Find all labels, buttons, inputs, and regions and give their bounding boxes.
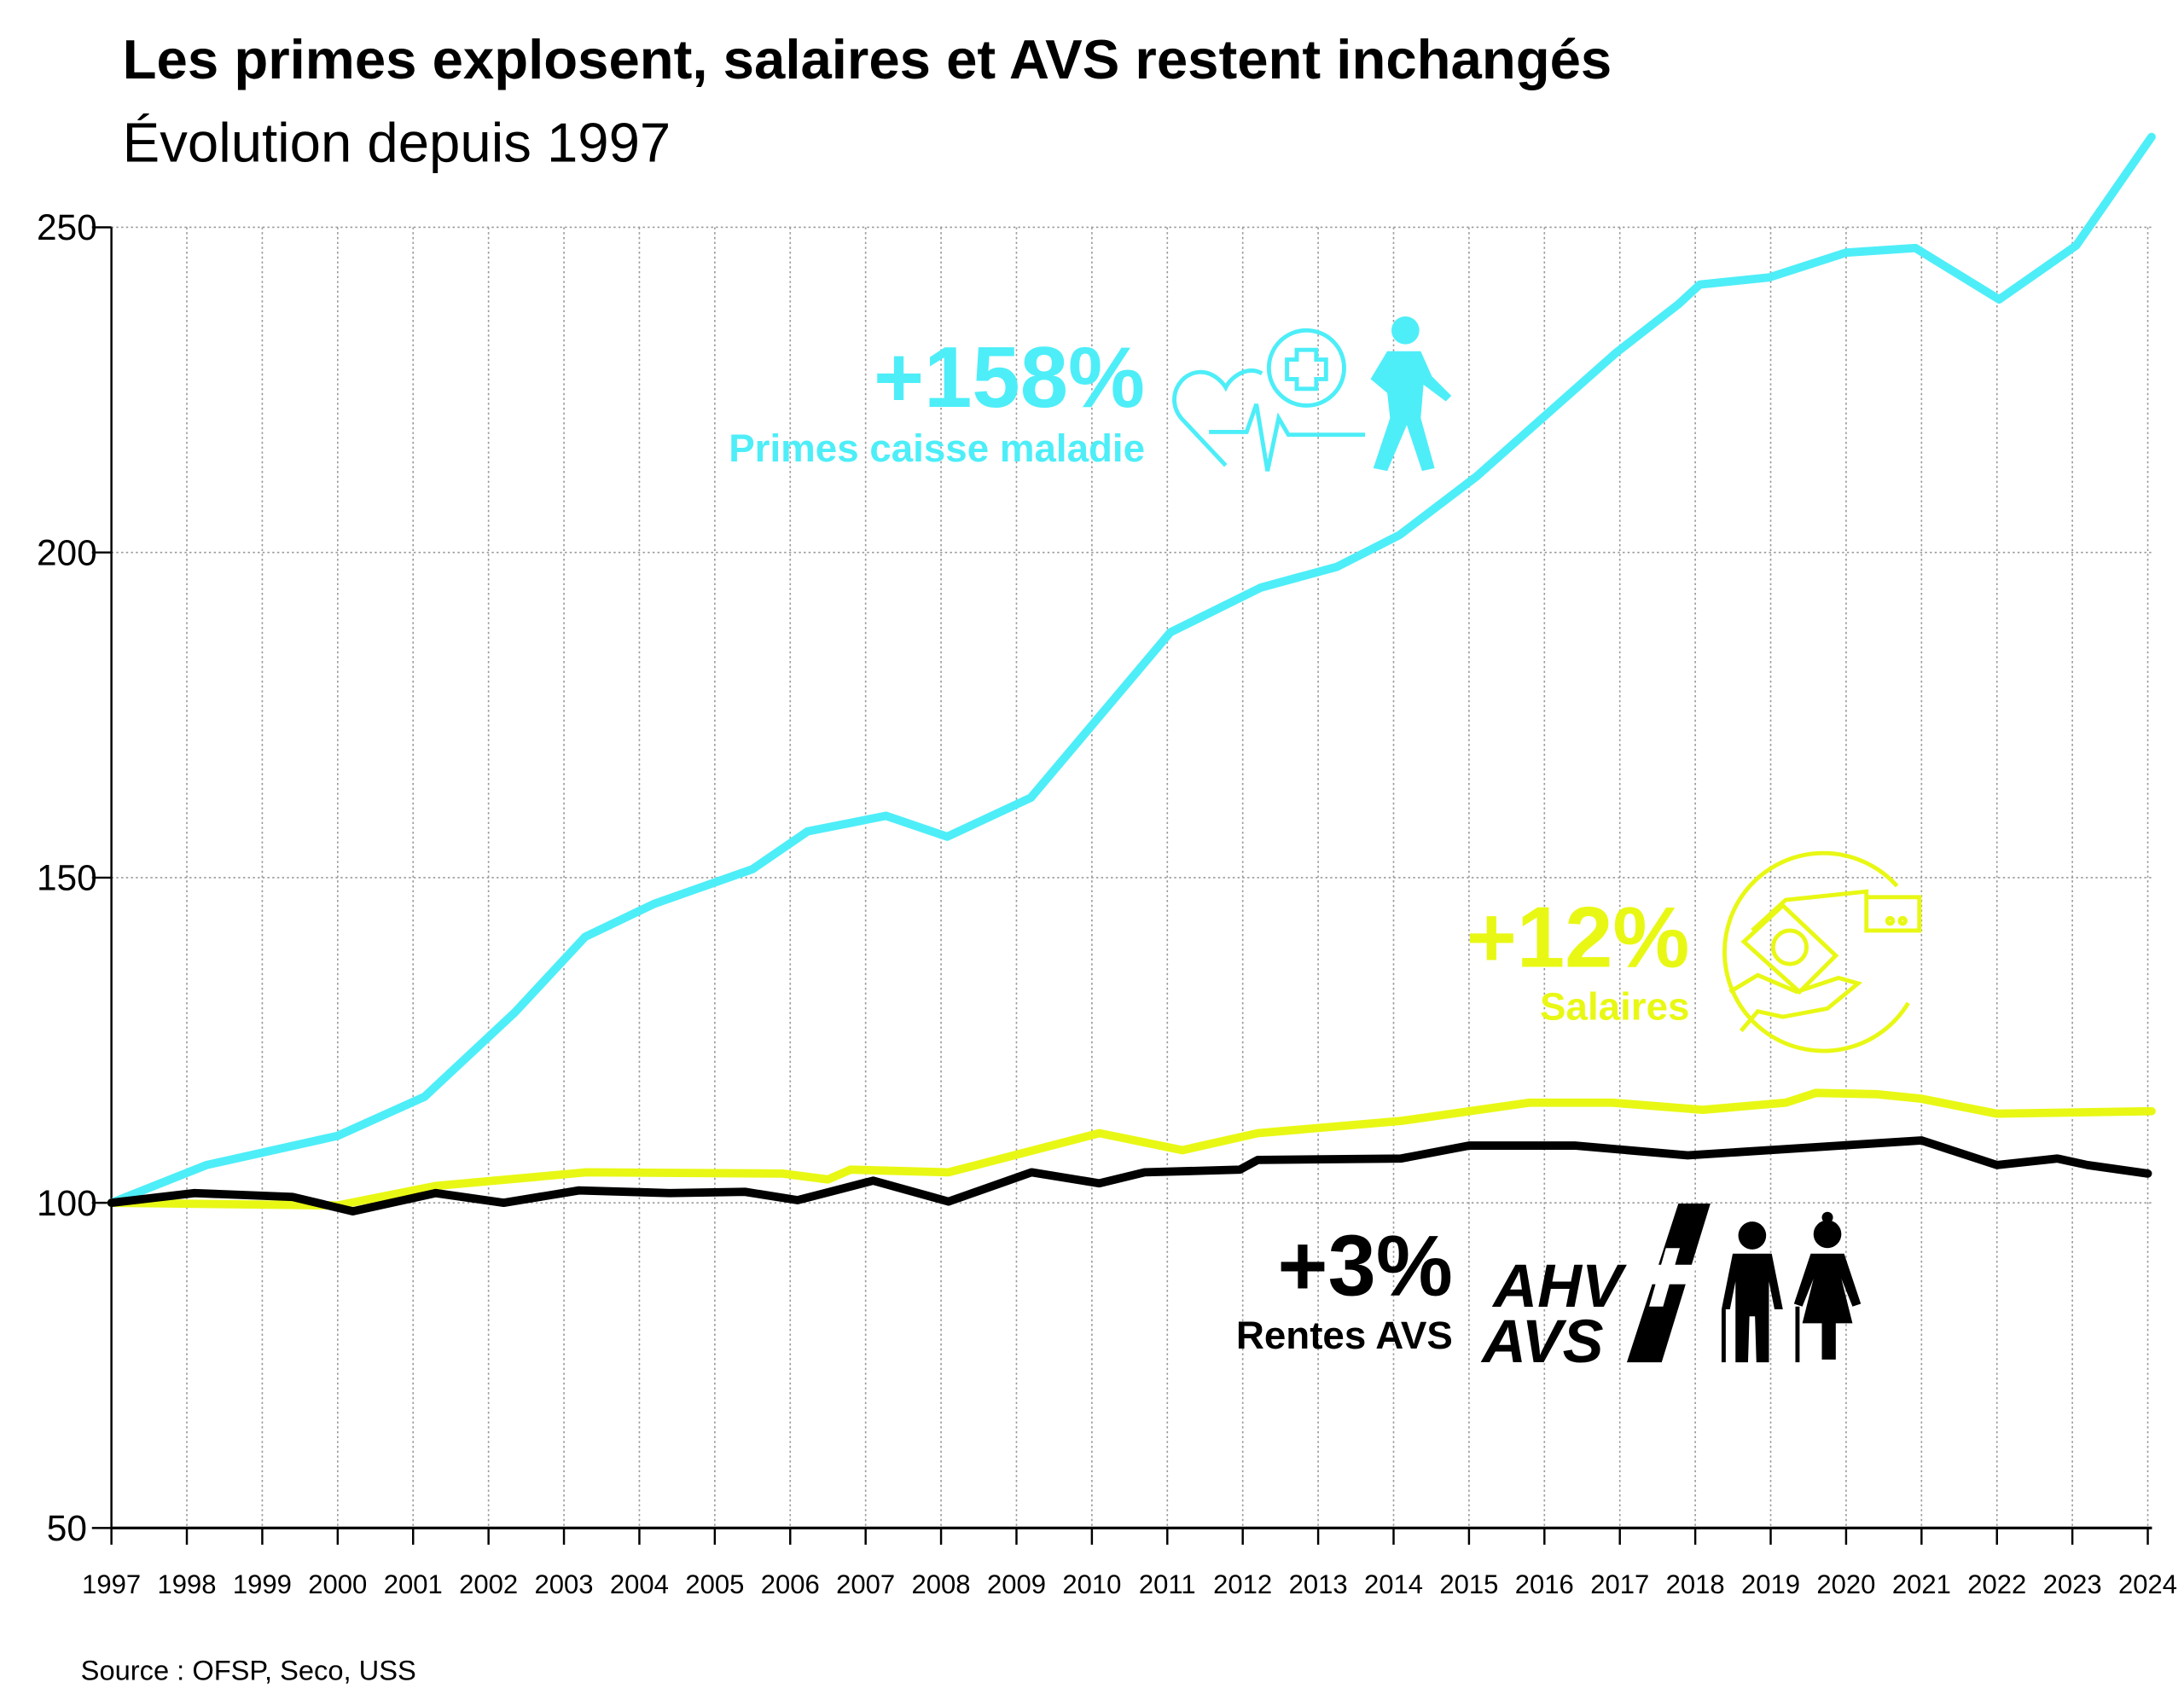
series-line-salaires <box>107 1088 2156 1210</box>
logo-text-avs: AVS <box>1480 1308 1603 1376</box>
y-tick-label: 150 <box>37 858 97 898</box>
source-note: Source : OFSP, Seco, USS <box>81 1654 416 1685</box>
y-tick-label: 100 <box>37 1183 97 1223</box>
x-tick-label: 2008 <box>912 1569 971 1599</box>
salary-hands-icon <box>1722 850 1922 1053</box>
x-tick-label: 2016 <box>1515 1569 1574 1599</box>
x-tick-label: 2010 <box>1062 1569 1121 1599</box>
x-tick-label: 2011 <box>1139 1569 1196 1599</box>
x-tick-label: 2006 <box>761 1569 820 1599</box>
grid <box>111 226 2152 1529</box>
x-tick-label: 2003 <box>535 1569 594 1599</box>
x-tick-label: 2017 <box>1590 1569 1649 1599</box>
x-tick-label: 1998 <box>158 1569 217 1599</box>
elderly-man-icon <box>1721 1221 1783 1363</box>
x-tick-label: 2000 <box>308 1569 367 1599</box>
x-tick-label: 2009 <box>987 1569 1046 1599</box>
chart-title: Les primes explosent, salaires et AVS re… <box>123 28 1612 90</box>
salaires-label: Salaires <box>1540 984 1689 1028</box>
x-tick-label: 2013 <box>1289 1569 1348 1599</box>
avs-label: Rentes AVS <box>1236 1314 1453 1357</box>
heart-health-icon <box>1172 328 1365 472</box>
x-tick-label: 2024 <box>2118 1569 2177 1599</box>
series-lines <box>107 132 2156 1215</box>
y-tick-label: 200 <box>37 532 97 572</box>
salaires-change: +12% <box>1467 889 1690 985</box>
y-tick-label: 250 <box>37 207 97 247</box>
annotation-avs: +3% Rentes AVS AHV AVS <box>1236 1203 1862 1376</box>
primes-label: Primes caisse maladie <box>729 426 1145 470</box>
injured-person-icon <box>1370 316 1452 472</box>
x-tick-label: 2005 <box>685 1569 744 1599</box>
x-tick-label: 2015 <box>1439 1569 1498 1599</box>
x-tick-label: 2004 <box>610 1569 669 1599</box>
primes-change: +158% <box>874 329 1145 426</box>
axes: 50 100 150 200 250 1997 1998 1999 2000 2001 2002 20… <box>37 207 2177 1599</box>
logo-text-ahv: AHV <box>1491 1252 1627 1320</box>
series-line-primes-caisse-maladie <box>107 132 2156 1208</box>
ahv-avs-logo: AHV AVS <box>1480 1203 1711 1376</box>
x-tick-label: 2012 <box>1213 1569 1272 1599</box>
x-tick-label: 2020 <box>1816 1569 1875 1599</box>
x-tick-label: 2002 <box>459 1569 518 1599</box>
annotation-salaires: +12% Salaires <box>1467 850 1922 1053</box>
x-tick-label: 2014 <box>1364 1569 1423 1599</box>
elderly-woman-icon <box>1793 1211 1862 1363</box>
x-tick-label: 1997 <box>82 1569 141 1599</box>
x-tick-label: 2019 <box>1741 1569 1800 1599</box>
x-tick-label: 2001 <box>384 1569 443 1599</box>
annotation-primes: +158% Primes caisse maladie <box>729 316 1452 472</box>
x-tick-label: 2018 <box>1666 1569 1725 1599</box>
x-tick-label: 1999 <box>233 1569 292 1599</box>
chart-subtitle: Évolution depuis 1997 <box>123 112 671 174</box>
x-tick-label: 2023 <box>2043 1569 2102 1599</box>
x-tick-label: 2007 <box>836 1569 895 1599</box>
x-tick-label: 2022 <box>1967 1569 2026 1599</box>
y-tick-label: 50 <box>47 1508 87 1548</box>
series-line-rentes-avs <box>107 1136 2152 1215</box>
x-tick-label: 2021 <box>1892 1569 1951 1599</box>
avs-change: +3% <box>1277 1218 1452 1314</box>
